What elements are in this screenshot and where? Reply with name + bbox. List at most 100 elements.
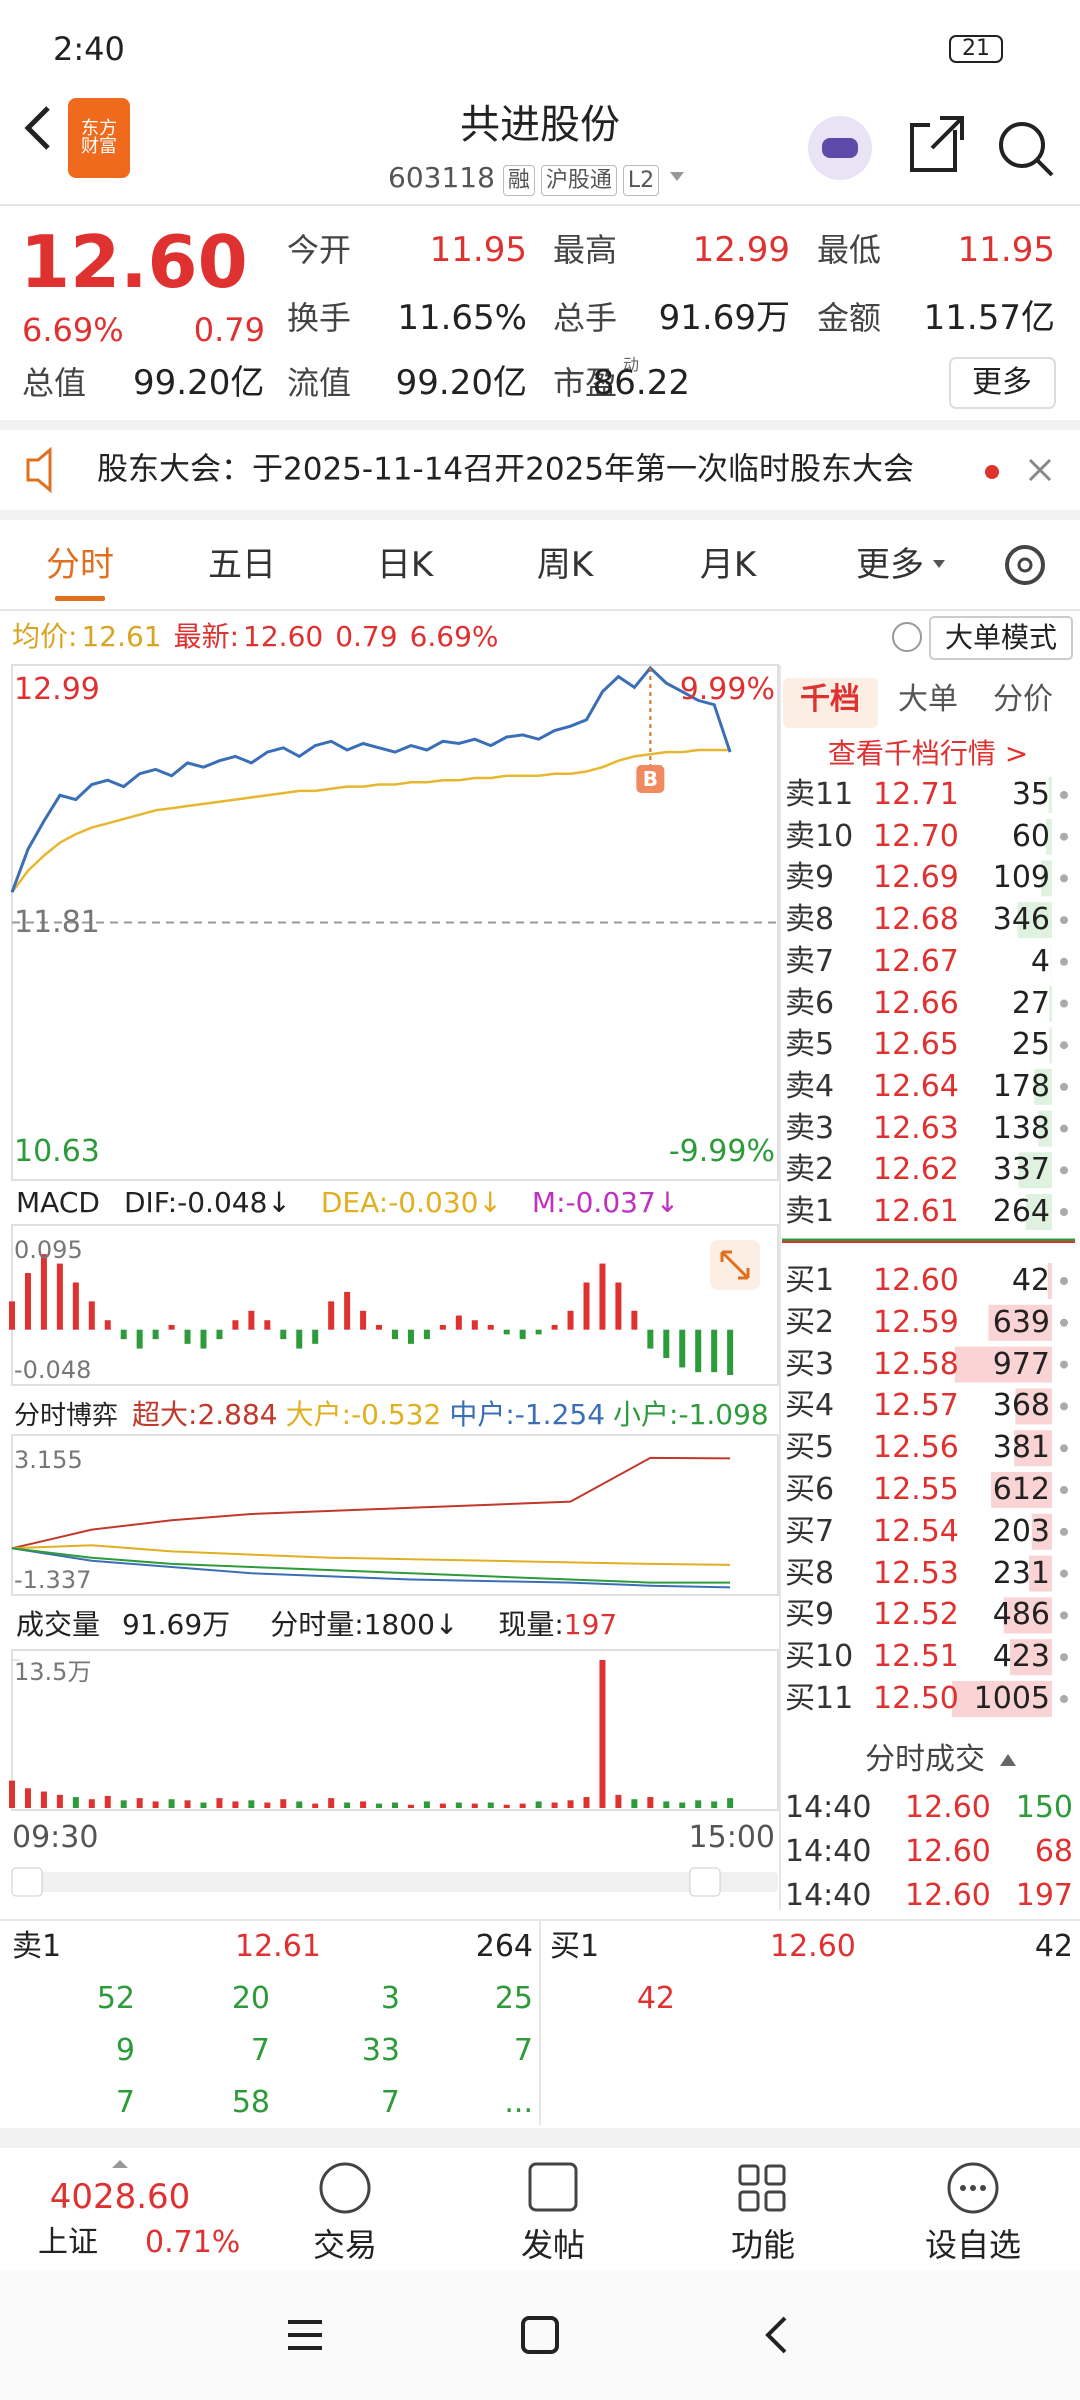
volume-bar <box>519 1803 526 1808</box>
legend-name: 小户: <box>613 1398 679 1431</box>
scroll-handle[interactable] <box>11 1867 43 1897</box>
home-key[interactable] <box>521 2316 559 2354</box>
function-icon[interactable] <box>738 2164 760 2186</box>
share-icon[interactable] <box>910 116 964 172</box>
trade-icon[interactable] <box>319 2162 371 2214</box>
big-order-button-bg[interactable] <box>929 616 1073 660</box>
speaker-icon <box>26 446 52 494</box>
book-level: 买4 <box>785 1388 835 1424</box>
macd-bar <box>407 1329 414 1344</box>
nav-item[interactable]: 设自选 <box>924 2226 1022 2264</box>
scroll-handle[interactable] <box>689 1867 721 1897</box>
separator <box>0 420 1080 430</box>
settings-icon[interactable] <box>1005 545 1045 585</box>
book-price: 12.63 <box>873 1110 959 1146</box>
back-icon[interactable] <box>24 106 50 150</box>
back-key[interactable] <box>765 2316 787 2354</box>
order-size: 3 <box>380 1981 400 2016</box>
volume-bar <box>232 1801 239 1808</box>
legend-value: -0.532 <box>351 1398 442 1431</box>
volume-bar <box>535 1801 542 1808</box>
tab[interactable]: 分时 <box>46 545 114 585</box>
depth-bar <box>1014 1430 1052 1467</box>
battery-level: 21 <box>962 36 990 61</box>
volume-bar <box>455 1802 462 1808</box>
macd-bar <box>615 1282 622 1330</box>
volume-bar <box>136 1798 143 1808</box>
depth-price: 12.61 <box>235 1929 321 1964</box>
stat-label: 换手 <box>287 299 352 337</box>
book-link[interactable]: 查看千档行情 > <box>827 737 1029 770</box>
volume-bar <box>663 1801 670 1808</box>
menu-key[interactable] <box>288 2320 322 2350</box>
book-price: 12.51 <box>873 1639 959 1675</box>
game-panel <box>11 1434 779 1596</box>
tab[interactable]: 日K <box>376 545 434 585</box>
book-level: 卖2 <box>785 1152 835 1188</box>
order-size: 25 <box>494 1981 533 2016</box>
y-min-label: 10.63 <box>14 1134 100 1169</box>
nav-item[interactable]: 交易 <box>312 2226 378 2264</box>
avg-line <box>10 748 731 894</box>
volume-bar <box>312 1803 319 1808</box>
more-button-bg[interactable] <box>949 357 1056 409</box>
level-dot <box>1060 1569 1068 1578</box>
index-name: 上证 <box>38 2225 98 2260</box>
ref-label: 11.81 <box>14 904 100 940</box>
nav-item[interactable]: 发帖 <box>520 2226 586 2264</box>
watchlist-icon[interactable] <box>947 2162 999 2214</box>
nav-item[interactable]: 功能 <box>730 2226 796 2264</box>
book-price: 12.53 <box>873 1555 959 1591</box>
label: 12.61 <box>81 620 162 653</box>
tab[interactable]: 更多 <box>856 545 924 585</box>
index-value[interactable]: 4028.60 <box>49 2177 191 2217</box>
book-level: 卖3 <box>785 1110 835 1146</box>
stat-value: 11.65% <box>397 298 527 338</box>
volume-bar <box>407 1804 414 1808</box>
game-line <box>11 1547 731 1589</box>
volume-bar <box>360 1801 367 1808</box>
volume-bar <box>72 1797 79 1808</box>
stat-value: 99.20亿 <box>395 363 527 403</box>
help-icon[interactable] <box>892 622 922 652</box>
post-icon[interactable] <box>528 2162 578 2212</box>
volume-bar <box>392 1802 398 1808</box>
index-arrow <box>112 2160 128 2168</box>
macd-bar <box>583 1282 590 1330</box>
volume-bar <box>264 1802 271 1808</box>
book-price: 12.50 <box>873 1681 959 1716</box>
book-tab[interactable]: 分价 <box>993 682 1053 717</box>
macd-bar <box>24 1273 31 1330</box>
big-order-button[interactable]: 大单模式 <box>944 621 1058 654</box>
close-icon[interactable] <box>1028 458 1052 482</box>
macd-bar <box>711 1329 718 1373</box>
trade-volume: 150 <box>1015 1790 1073 1825</box>
book-price: 12.71 <box>873 777 959 812</box>
trade-volume: 197 <box>1015 1878 1073 1913</box>
marks <box>9 665 1068 1808</box>
more-button[interactable]: 更多 <box>972 365 1032 400</box>
depth-label: 卖1 <box>12 1929 62 1964</box>
macd-bar <box>727 1329 734 1375</box>
macd-bar <box>9 1301 15 1330</box>
tab[interactable]: 五日 <box>208 545 276 585</box>
trade-price: 12.60 <box>905 1790 991 1825</box>
book-level: 买8 <box>785 1555 835 1591</box>
search-icon[interactable] <box>999 122 1045 168</box>
level-dot <box>1060 1695 1068 1703</box>
stat-label: 市盈 <box>553 364 618 402</box>
book-tab[interactable]: 大单 <box>898 682 958 717</box>
order-size: 9 <box>115 2033 135 2068</box>
book-volume: 612 <box>992 1472 1050 1507</box>
volume-bar <box>184 1800 191 1808</box>
level-dot <box>1060 1124 1068 1133</box>
book-level: 卖8 <box>785 902 835 938</box>
book-volume: 35 <box>1011 777 1050 812</box>
book-price: 12.59 <box>873 1304 959 1340</box>
macd-bar <box>631 1310 638 1330</box>
tab[interactable]: 周K <box>536 545 594 585</box>
book-tab[interactable]: 千档 <box>800 682 860 717</box>
notice-text[interactable]: 股东大会：于2025-11-14召开2025年第一次临时股东大会 <box>97 451 915 488</box>
tab[interactable]: 月K <box>699 545 757 585</box>
